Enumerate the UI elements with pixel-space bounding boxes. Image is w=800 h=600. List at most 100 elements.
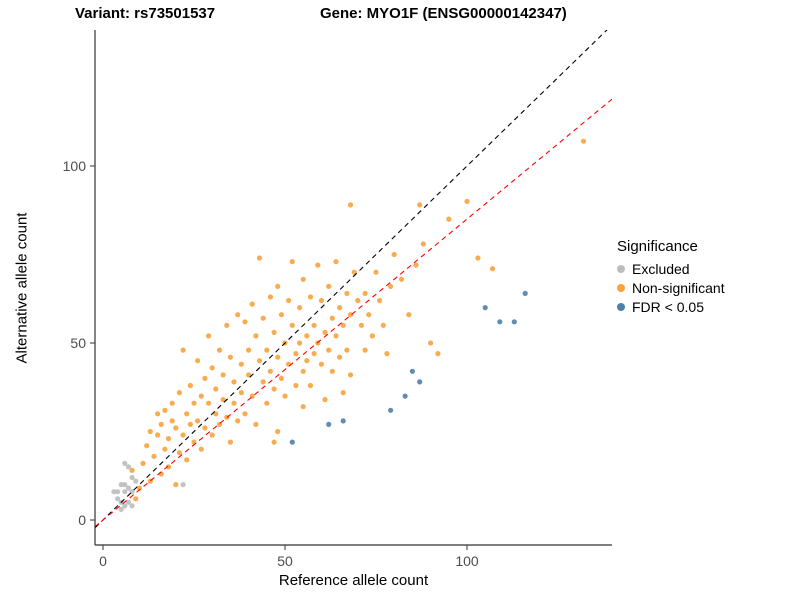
data-point xyxy=(347,202,354,208)
data-point xyxy=(304,358,310,364)
data-point xyxy=(187,421,193,427)
data-point xyxy=(329,368,335,374)
fit-line xyxy=(95,98,612,528)
data-point xyxy=(169,400,175,406)
data-point xyxy=(256,358,263,364)
x-axis-label: Reference allele count xyxy=(278,572,429,589)
data-point xyxy=(351,269,357,275)
data-point xyxy=(238,361,244,367)
data-point xyxy=(162,407,168,413)
data-point xyxy=(464,198,470,204)
data-point xyxy=(318,297,324,304)
data-point xyxy=(311,351,317,357)
data-point xyxy=(125,485,132,491)
data-point xyxy=(307,382,314,389)
data-point xyxy=(289,322,295,328)
variant-title: Variant: rs73501537 xyxy=(75,5,216,22)
data-point xyxy=(289,439,295,445)
data-point xyxy=(235,418,241,424)
x-tick-label: 100 xyxy=(455,553,479,569)
data-point xyxy=(169,418,175,424)
data-point xyxy=(133,496,139,502)
data-point xyxy=(318,361,324,367)
data-point xyxy=(158,421,164,427)
data-point xyxy=(522,290,528,296)
data-point xyxy=(191,400,197,406)
y-axis-label: Alternative allele count xyxy=(13,212,31,364)
data-point xyxy=(275,428,281,435)
data-point xyxy=(282,393,288,399)
data-point xyxy=(322,329,328,335)
data-point xyxy=(264,400,270,406)
data-point xyxy=(122,489,128,495)
data-point xyxy=(482,305,488,311)
data-point xyxy=(326,347,332,353)
data-point xyxy=(162,446,168,452)
data-point xyxy=(435,351,441,357)
data-point xyxy=(184,411,190,417)
data-point xyxy=(358,322,364,328)
data-point xyxy=(206,400,212,406)
data-point xyxy=(122,503,128,509)
data-point xyxy=(297,305,303,311)
data-point xyxy=(347,312,354,318)
data-point xyxy=(180,347,186,353)
data-point xyxy=(180,482,186,488)
data-point xyxy=(300,368,306,374)
data-point xyxy=(289,259,295,265)
data-point xyxy=(278,375,284,381)
data-point xyxy=(129,503,135,509)
data-point xyxy=(198,393,204,399)
data-point xyxy=(246,372,252,378)
data-point xyxy=(391,251,397,258)
data-point xyxy=(362,290,368,296)
data-point xyxy=(297,340,303,346)
data-point xyxy=(140,460,146,466)
data-point xyxy=(347,372,354,378)
data-point xyxy=(580,138,587,144)
series-excluded xyxy=(111,460,186,512)
data-point xyxy=(366,312,372,318)
data-point xyxy=(260,315,266,321)
data-point xyxy=(209,365,215,371)
legend-item-fdr: FDR < 0.05 xyxy=(617,298,725,315)
data-point xyxy=(428,340,434,346)
data-point xyxy=(213,386,219,392)
data-point xyxy=(165,464,172,470)
data-point xyxy=(184,457,190,463)
data-point xyxy=(267,368,273,374)
data-point xyxy=(329,315,335,321)
data-point xyxy=(398,276,405,282)
data-point xyxy=(369,333,375,339)
y-tick-label: 50 xyxy=(70,335,86,351)
legend-item-label: Excluded xyxy=(632,260,690,277)
data-point xyxy=(293,382,299,389)
legend-item-excluded: Excluded xyxy=(617,260,725,277)
data-point xyxy=(373,269,379,275)
data-point xyxy=(271,439,277,445)
data-point xyxy=(202,375,208,381)
data-point xyxy=(129,474,135,481)
data-point xyxy=(151,453,157,459)
data-point xyxy=(304,333,310,339)
data-point xyxy=(340,322,346,328)
data-point xyxy=(267,294,273,300)
data-point xyxy=(118,506,124,512)
data-point xyxy=(176,450,182,456)
data-point xyxy=(271,329,277,335)
data-point xyxy=(242,319,248,325)
data-point xyxy=(333,259,339,265)
data-point xyxy=(224,322,230,328)
data-point xyxy=(388,283,394,289)
data-point xyxy=(220,372,226,378)
data-point xyxy=(337,305,343,311)
data-point xyxy=(307,294,314,300)
data-point xyxy=(111,489,117,495)
legend-title: Significance xyxy=(617,238,698,255)
x-tick-label: 0 xyxy=(99,553,107,569)
data-point xyxy=(253,421,259,427)
data-point xyxy=(235,312,241,318)
data-point xyxy=(417,202,423,208)
data-point xyxy=(209,432,215,438)
data-point xyxy=(206,333,212,339)
